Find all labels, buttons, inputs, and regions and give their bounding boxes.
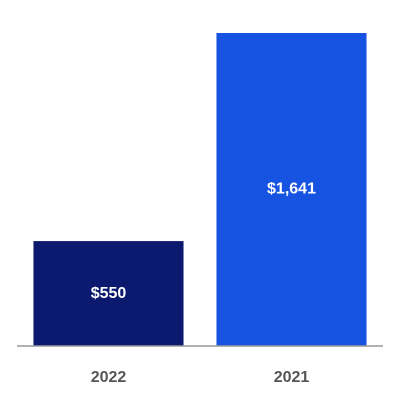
x-tick-label: 2022 xyxy=(91,369,127,386)
x-tick-label: 2021 xyxy=(274,369,310,386)
bar xyxy=(33,241,184,346)
value-label: $550 xyxy=(91,285,127,302)
bar xyxy=(216,33,367,346)
value-label: $1,641 xyxy=(267,181,316,198)
